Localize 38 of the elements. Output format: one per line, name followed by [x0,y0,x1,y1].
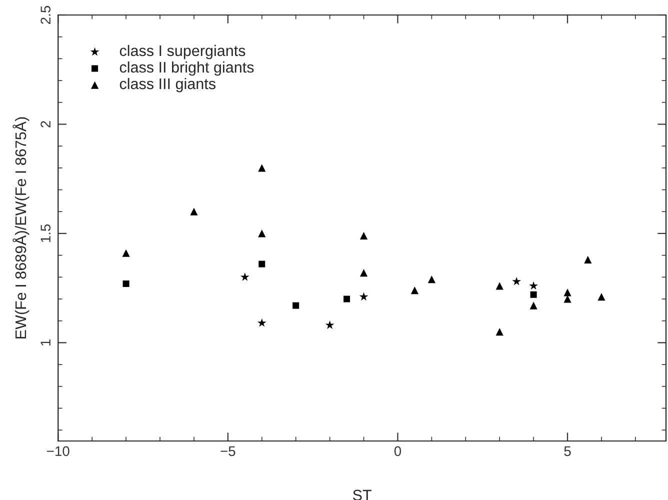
x-tick-label: −5 [220,446,236,456]
point [496,328,504,336]
point [122,280,130,287]
point [325,320,334,329]
point [530,291,537,298]
point [344,296,350,302]
x-tick-label: 0 [394,446,402,456]
point [598,293,606,301]
y-tick-label: 2.5 [40,6,51,24]
point [240,272,250,281]
point [122,249,130,257]
legend-label: class II bright giants [120,61,254,76]
point [360,232,368,240]
point [512,276,522,286]
point [360,268,368,277]
legend-label: class III giants [120,78,216,92]
point [530,302,538,310]
point [258,164,266,172]
y-tick-label: 1.5 [40,224,51,242]
point [410,286,418,294]
point [292,302,300,309]
point [359,292,368,301]
point [428,276,436,284]
point [258,260,266,268]
y-tick-label: 1 [40,340,50,346]
point [258,230,266,238]
point [564,288,572,296]
legend-label: class I supergiants [120,44,246,60]
x-tick-label: −10 [47,446,70,456]
point [496,282,504,290]
point [190,208,198,216]
x-tick-label: 5 [564,446,571,456]
point [564,295,572,303]
y-tick-label: 2 [40,121,50,128]
point [584,256,592,264]
y-axis-title: EW(Fe I 8689Å)/EW(Fe I 8675Å) [12,117,30,338]
point [257,318,266,327]
point [529,281,538,290]
